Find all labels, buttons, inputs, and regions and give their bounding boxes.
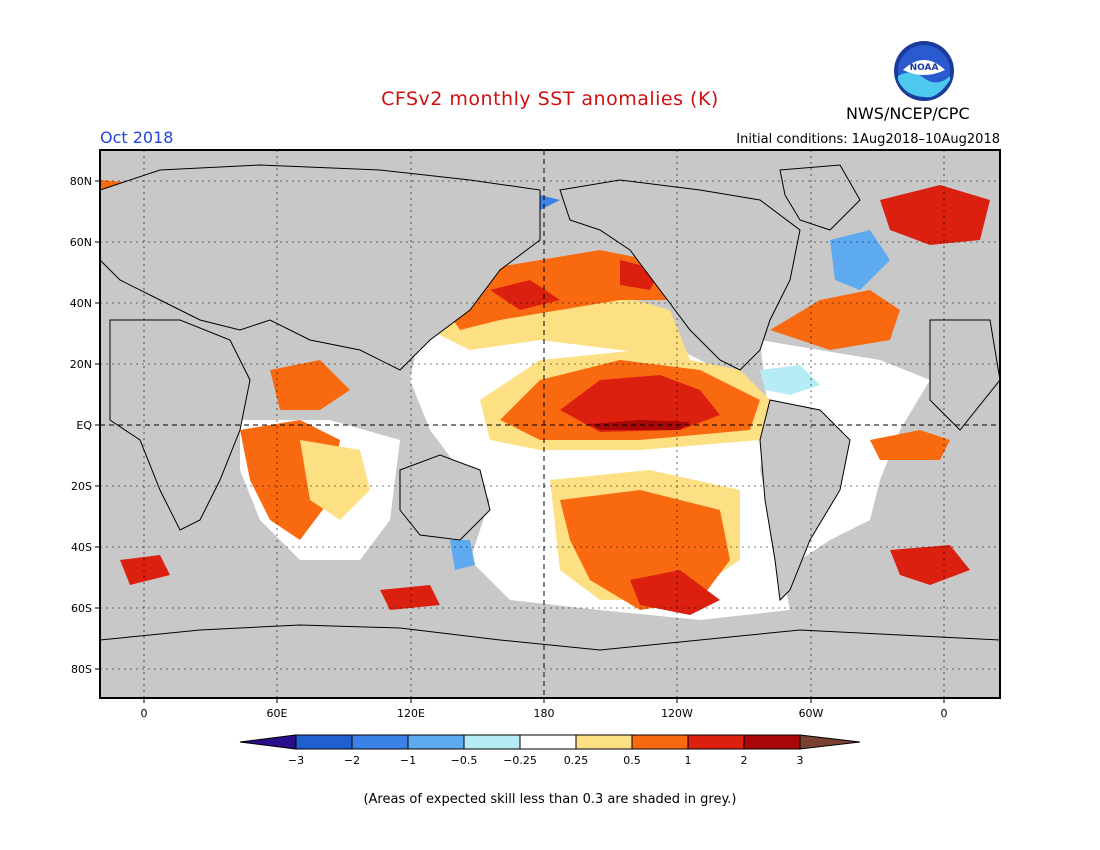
lat-label-20s: 20S [71, 480, 92, 493]
colorbar-bin-3 [407, 734, 465, 750]
forecast-period: Oct 2018 [100, 128, 174, 147]
lat-label-80s: 80S [71, 663, 92, 676]
lat-label-80n: 80N [70, 175, 92, 188]
colorbar-bin-5 [519, 734, 577, 750]
colorbar-bin-1 [295, 734, 353, 750]
lat-label-60n: 60N [70, 236, 92, 249]
colorbar-label-p05: 0.5 [623, 754, 641, 767]
colorbar-bin-8 [687, 734, 745, 750]
colorbar-bin-6 [575, 734, 633, 750]
colorbar-label-p1: 1 [685, 754, 692, 767]
eurasia [100, 164, 541, 371]
south-indian-warm [120, 555, 440, 610]
sst-anomaly-map: 80N 60N 40N 20N EQ 20S 40S 60S 80S 0 60E… [70, 149, 1001, 767]
x-ticks [143, 698, 945, 703]
lon-label-0-west: 0 [141, 707, 148, 720]
indian-ocean-warm-halo [300, 440, 370, 520]
initial-conditions: Initial conditions: 1Aug2018–10Aug2018 [736, 132, 1000, 147]
south-atlantic-warm [890, 545, 970, 585]
lon-label-60w: 60W [799, 707, 824, 720]
colorbar-label-p025: 0.25 [564, 754, 589, 767]
africa-east-extent [929, 319, 1000, 431]
y-ticks [95, 180, 100, 670]
colorbar-low-arrow [239, 734, 297, 750]
north-atlantic-high-lat-warm [880, 185, 990, 245]
north-atlantic-warm [770, 290, 900, 350]
land-outlines [100, 164, 1000, 698]
africa [109, 319, 251, 531]
lon-label-120w: 120W [661, 707, 693, 720]
colorbar-bin-7 [631, 734, 689, 750]
colorbar-label-m3: −3 [288, 754, 304, 767]
colorbar-label-p3: 3 [797, 754, 804, 767]
lon-label-120e: 120E [397, 707, 425, 720]
antarctica [100, 624, 1000, 698]
lon-label-0-east: 0 [941, 707, 948, 720]
colorbar [239, 734, 861, 750]
south-pacific-cool-patch [450, 540, 475, 570]
colorbar-label-m025: −0.25 [503, 754, 537, 767]
colorbar-bin-9 [743, 734, 801, 750]
australia [399, 454, 491, 541]
agency-label: NWS/NCEP/CPC [846, 104, 970, 123]
colorbar-bin-2 [351, 734, 409, 750]
lat-label-40s: 40S [71, 541, 92, 554]
lat-label-eq: EQ [76, 419, 92, 432]
tropical-atlantic-warm [870, 430, 950, 460]
equatorial-pacific-hot [560, 375, 720, 432]
south-pacific-hot [630, 570, 720, 615]
south-america [759, 399, 851, 602]
logo-text: NOAA [910, 63, 939, 73]
map-frame [99, 149, 1001, 699]
graticule [100, 150, 1000, 698]
colorbar-label-p2: 2 [741, 754, 748, 767]
labrador-cool-patch [830, 230, 890, 290]
lat-label-20n: 20N [70, 358, 92, 371]
colorbar-label-m2: −2 [344, 754, 360, 767]
north-pacific-hot-spots [490, 260, 660, 310]
lon-label-180: 180 [534, 707, 555, 720]
caribbean-cool-patch [760, 365, 820, 395]
north-america [559, 179, 801, 371]
colorbar-high-arrow [799, 734, 861, 750]
colorbar-label-m05: −0.5 [451, 754, 478, 767]
colorbar-label-m1: −1 [400, 754, 416, 767]
lon-label-60e: 60E [267, 707, 288, 720]
lat-label-40n: 40N [70, 297, 92, 310]
lat-label-60s: 60S [71, 602, 92, 615]
colorbar-bin-4 [463, 734, 521, 750]
chart-title: CFSv2 monthly SST anomalies (K) [381, 88, 719, 110]
skill-note: (Areas of expected skill less than 0.3 a… [363, 792, 737, 807]
noaa-logo: NOAA [894, 41, 954, 101]
